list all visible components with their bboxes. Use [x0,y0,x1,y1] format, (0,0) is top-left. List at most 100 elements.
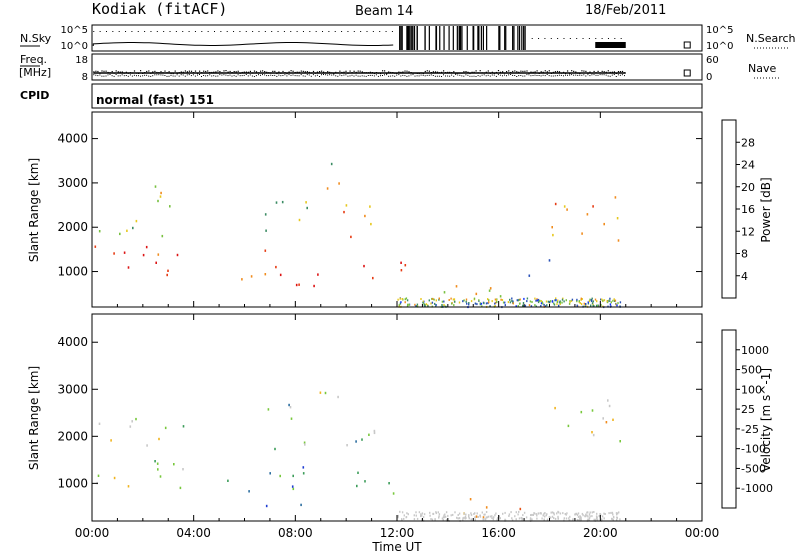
nave-dot [575,74,577,76]
freq-dot [264,71,266,73]
range-cell [577,515,580,518]
nave-dot [154,74,156,76]
range-cell [485,506,488,509]
nave-dot [129,74,131,76]
nave-dot [373,75,375,77]
range-cell [454,511,456,514]
range-cell [522,514,524,517]
nave-dot [148,75,150,77]
range-cell [619,518,621,521]
range-cell [438,515,440,518]
nave-dot [192,74,194,76]
range-cell [529,518,532,521]
range-cell [343,210,345,214]
nave-dot [142,75,144,77]
range-cell [554,299,556,302]
range-cell [227,479,229,482]
range-cell [155,261,157,264]
range-cell [438,297,440,300]
range-cell [421,512,424,515]
freq-dot [316,71,319,73]
freq-dot [339,70,341,72]
range-cell [593,511,595,513]
range-cell [523,511,526,514]
range-cell [406,305,409,308]
nave-dot [249,74,251,76]
nave-dot [447,75,449,77]
range-cell [608,512,610,515]
range-cell [405,516,407,519]
freq-dot [140,70,142,72]
range-cell [435,305,437,308]
nave-dot [483,74,485,76]
range-cell [583,302,585,305]
nave-dot [556,75,558,77]
nave-dot [573,74,575,76]
nave-dot [105,75,107,77]
nave-dot [422,74,424,76]
range-cell [470,518,472,521]
range-cell [368,433,370,436]
nsearch-dot [588,38,590,39]
range-cell [528,274,531,277]
range-cell [350,235,352,239]
range-cell [179,486,182,490]
colorbar-tick-label: 4 [741,270,748,283]
range-cell [610,301,612,304]
range-cell [556,301,558,304]
nave-dot [101,75,103,77]
range-cell [453,304,455,307]
nave-dot [333,74,335,76]
range-cell [275,201,278,204]
freq-dot [306,71,308,73]
range-cell [470,300,473,303]
range-cell [590,304,592,307]
freq-dot [327,71,329,73]
nsearch-dot [614,38,616,39]
nave-dot [294,75,296,77]
y-tick-label: 1000 [57,265,88,279]
range-cell [592,433,595,437]
range-cell [300,503,302,507]
range-cell [302,466,305,469]
scatter-region [554,399,621,443]
nave-dot [270,74,272,76]
range-cell [415,511,417,514]
freq-dot [512,70,514,73]
range-cell [420,515,422,518]
nave-dot [441,76,442,77]
beam-label: Beam 14 [355,4,413,19]
nave-dot [434,75,436,77]
range-cell [466,302,468,305]
nave-dot [609,75,611,77]
range-cell [421,514,423,517]
range-cell [485,516,487,519]
range-cell [135,417,137,421]
scatter-region [264,249,319,288]
freq-dot [585,70,587,72]
range-cell [615,512,618,515]
range-cell [584,515,586,518]
power-ylabel: Slant Range [km] [27,158,41,262]
freq-dot [321,70,323,72]
range-cell [591,302,594,305]
range-cell [265,504,268,508]
range-cell [540,512,542,515]
range-cell [494,302,496,305]
range-cell [422,300,424,303]
nave-dot [219,74,221,76]
range-cell [161,234,164,238]
range-cell [453,298,456,301]
range-cell [364,480,366,483]
range-cell [572,518,574,521]
nave-dot [499,74,501,76]
nsearch-dot [290,31,292,32]
range-cell [551,515,554,518]
nsearch-dot [366,31,368,32]
nave-dot [479,75,481,77]
scatter-region [346,429,376,447]
range-cell [265,229,267,232]
nave-dot [213,75,215,77]
nave-dot [402,74,404,76]
range-cell [430,518,432,520]
